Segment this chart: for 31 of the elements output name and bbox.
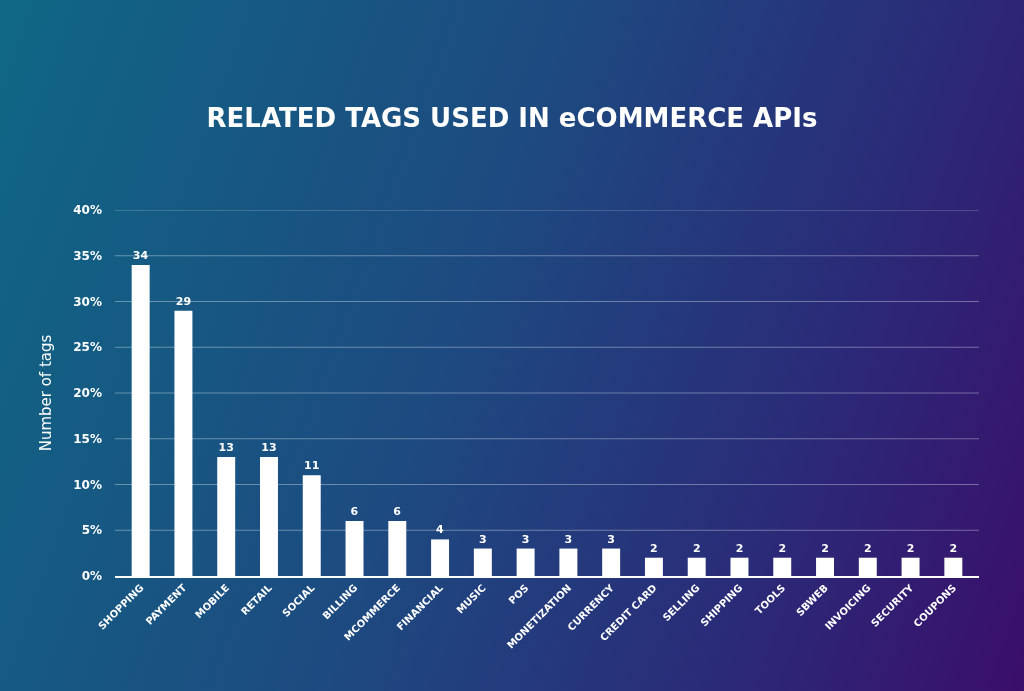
data-label: 3 <box>607 532 615 546</box>
y-tick-label: 15% <box>73 431 102 446</box>
data-label: 2 <box>949 541 958 555</box>
y-tick-label: 20% <box>73 386 102 401</box>
data-label: 2 <box>863 541 872 555</box>
data-label: 2 <box>735 541 744 555</box>
data-label: 2 <box>778 541 787 555</box>
data-label: 13 <box>261 441 277 455</box>
y-tick-label: 35% <box>73 248 102 263</box>
y-tick-label: 10% <box>73 477 102 492</box>
data-label: 11 <box>304 459 320 473</box>
data-label: 3 <box>479 532 487 546</box>
data-label: 29 <box>175 294 192 308</box>
data-label: 6 <box>393 505 402 519</box>
data-label: 2 <box>821 541 829 555</box>
data-label: 2 <box>692 541 701 555</box>
data-label: 34 <box>132 248 149 262</box>
data-label: 2 <box>906 541 915 555</box>
data-label: 3 <box>564 532 573 546</box>
data-label: 4 <box>436 523 445 537</box>
y-tick-label: 5% <box>81 523 102 538</box>
y-axis-title: Number of tags <box>36 334 55 452</box>
data-label: 6 <box>350 505 359 519</box>
y-tick-label: 30% <box>73 294 102 309</box>
data-label: 3 <box>521 532 530 546</box>
data-label: 2 <box>650 541 658 555</box>
y-tick-label: 25% <box>73 340 102 355</box>
y-tick-label: 40% <box>73 203 102 218</box>
data-label: 13 <box>218 441 234 455</box>
chart-title: RELATED TAGS USED IN eCOMMERCE APIs <box>206 102 818 133</box>
y-tick-label: 0% <box>81 569 102 584</box>
